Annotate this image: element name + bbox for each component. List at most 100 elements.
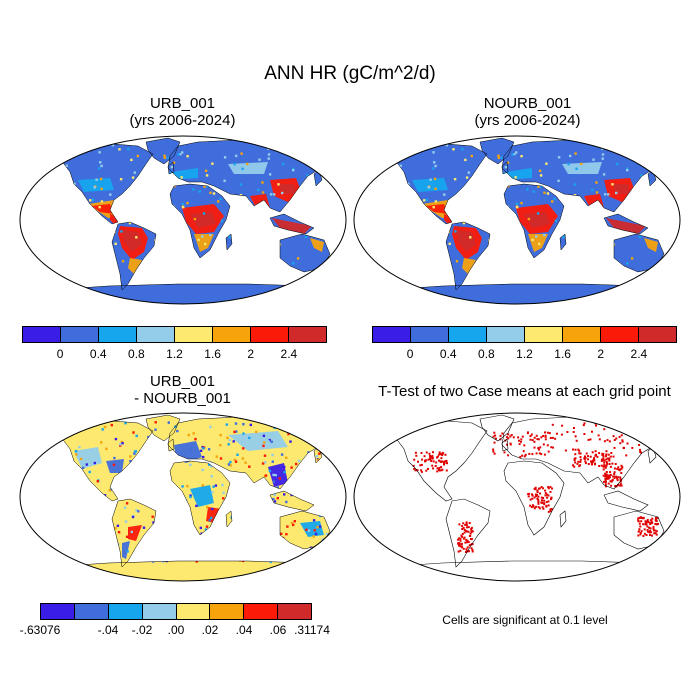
ocean (354, 413, 680, 581)
grid-cell (239, 183, 243, 186)
grid-cell (307, 451, 310, 454)
map-urb (19, 135, 348, 305)
colorbar-tick-label: -.04 (97, 623, 119, 637)
panel-title-ttest: T-Test of two Case means at each grid po… (352, 383, 697, 400)
grid-cell (222, 497, 225, 500)
significant-cell (462, 526, 465, 529)
grid-cell (313, 529, 316, 532)
significant-cell (534, 493, 537, 496)
significant-cell (492, 448, 495, 451)
significant-cell (607, 477, 610, 480)
significant-cell (613, 471, 616, 474)
significant-cell (507, 433, 510, 436)
grid-cell (353, 176, 355, 178)
grid-cell (100, 187, 103, 190)
grid-cell (222, 491, 225, 494)
grid-cell (147, 435, 150, 439)
grid-cell (219, 457, 223, 460)
colorbar-swatch (41, 604, 75, 619)
coast-greenland (145, 137, 181, 165)
significant-cell (537, 487, 540, 490)
significant-cell (654, 523, 657, 525)
significant-cell (617, 484, 620, 486)
grid-cell (270, 193, 273, 196)
grid-cell (432, 167, 435, 170)
grid-cell (346, 544, 348, 546)
significant-cell (536, 438, 539, 441)
grid-cell (671, 273, 674, 277)
grid-cell (151, 515, 154, 518)
grid-cell (317, 240, 320, 244)
significant-cell (614, 463, 617, 465)
significant-cell (531, 494, 534, 497)
colorbar-tick-label: -.63076 (19, 623, 61, 637)
significant-cell (436, 470, 439, 473)
grid-cell (135, 434, 138, 438)
grid-cell (20, 429, 22, 431)
grid-cell (225, 423, 228, 426)
significant-cell (613, 467, 616, 470)
grid-cell (131, 176, 135, 179)
significant-cell (544, 489, 547, 492)
significant-cell (458, 523, 461, 526)
grid-cell (116, 524, 120, 527)
coast-africa (169, 183, 231, 259)
grid-cell (358, 254, 360, 256)
grid-cell (208, 519, 211, 522)
significant-cell (614, 485, 617, 487)
grid-cell (306, 426, 309, 429)
colorbar-swatch (74, 604, 109, 619)
significant-cell (428, 452, 431, 455)
significant-cell (564, 449, 567, 452)
grid-cell (580, 162, 583, 166)
significant-cell (465, 541, 468, 544)
grid-cell (132, 431, 135, 434)
grid-cell (261, 181, 264, 184)
significant-cell (544, 494, 547, 497)
grid-cell (206, 506, 209, 509)
grid-cell (70, 429, 74, 433)
significant-cell (605, 458, 608, 461)
grid-cell (306, 174, 309, 177)
significant-cell (458, 544, 461, 547)
significant-cell (566, 431, 569, 433)
grid-cell (433, 161, 436, 164)
significant-cell (598, 438, 601, 441)
significant-cell (644, 523, 647, 526)
significant-cell (613, 439, 616, 441)
significant-cell (555, 432, 558, 435)
significant-cell (574, 461, 577, 464)
grid-cell (573, 183, 577, 186)
significant-cell (638, 444, 641, 446)
grid-cell (112, 463, 116, 467)
grid-cell (223, 179, 226, 182)
significant-cell (650, 531, 652, 534)
colorbar-diff (40, 603, 312, 620)
grid-cell (506, 161, 510, 164)
grid-cell (399, 164, 402, 167)
colorbar-swatch (244, 604, 279, 619)
grid-cell (346, 263, 348, 265)
significant-cell (531, 493, 533, 496)
grid-cell (304, 235, 308, 238)
significant-cell (540, 496, 543, 499)
grid-cell (46, 153, 48, 156)
grid-cell (330, 256, 333, 259)
significant-cell (573, 465, 576, 468)
significant-cell (611, 462, 614, 465)
significant-cell (584, 455, 586, 458)
significant-cell (512, 436, 515, 439)
significant-cell (533, 436, 536, 439)
significant-cell (493, 452, 496, 455)
significant-cell (616, 479, 619, 482)
significant-cell (547, 486, 550, 489)
grid-cell (246, 162, 249, 166)
grid-cell (432, 151, 435, 154)
significant-cell (602, 468, 605, 471)
significant-cell (604, 483, 607, 486)
significant-cell (593, 462, 596, 465)
grid-cell (219, 444, 222, 447)
significant-cell (524, 453, 527, 456)
significant-cell (440, 457, 443, 460)
panel-title-nourb-line2: (yrs 2006-2024) (474, 112, 581, 129)
